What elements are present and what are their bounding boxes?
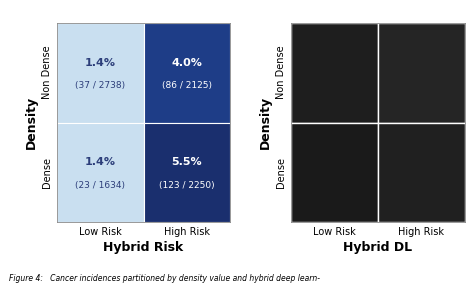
FancyBboxPatch shape — [378, 123, 465, 222]
X-axis label: Hybrid Risk: Hybrid Risk — [103, 241, 184, 254]
FancyBboxPatch shape — [57, 23, 144, 123]
Text: 4.0%: 4.0% — [172, 58, 202, 68]
FancyBboxPatch shape — [378, 23, 465, 123]
Text: 1.4%: 1.4% — [85, 58, 116, 68]
FancyBboxPatch shape — [291, 123, 378, 222]
FancyBboxPatch shape — [291, 23, 378, 123]
FancyBboxPatch shape — [144, 123, 230, 222]
Y-axis label: Density: Density — [259, 96, 272, 149]
Text: 5.5%: 5.5% — [172, 157, 202, 168]
FancyBboxPatch shape — [144, 23, 230, 123]
Text: Figure 4:   Cancer incidences partitioned by density value and hybrid deep learn: Figure 4: Cancer incidences partitioned … — [9, 274, 320, 283]
Text: (23 / 1634): (23 / 1634) — [75, 181, 125, 190]
Y-axis label: Density: Density — [25, 96, 38, 149]
X-axis label: Hybrid DL: Hybrid DL — [343, 241, 412, 254]
Text: (37 / 2738): (37 / 2738) — [75, 81, 125, 90]
Text: 1.4%: 1.4% — [85, 157, 116, 168]
FancyBboxPatch shape — [57, 123, 144, 222]
Text: (123 / 2250): (123 / 2250) — [159, 181, 215, 190]
Text: (86 / 2125): (86 / 2125) — [162, 81, 212, 90]
